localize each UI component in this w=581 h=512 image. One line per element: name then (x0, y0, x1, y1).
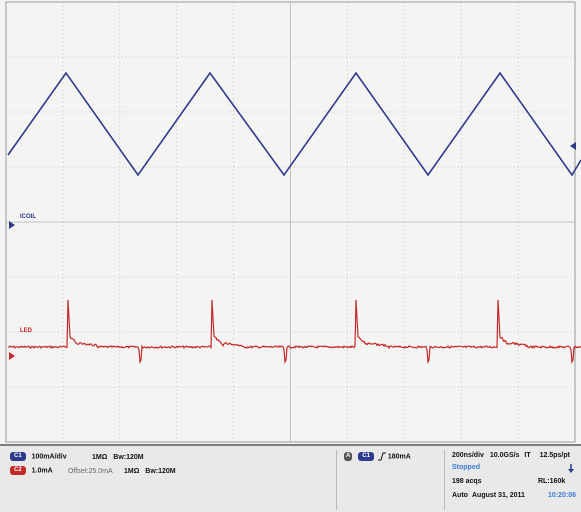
waveform-screen: ICOIL LED (5, 1, 581, 443)
ch1-ground-marker-icon[interactable] (9, 221, 15, 229)
capture-time: 10:20:06 (548, 492, 577, 499)
ch1-scale: 100mA/div (31, 453, 67, 461)
ch1-bandwidth: Bw:120M (113, 454, 144, 461)
acquisition-state[interactable]: Stopped (452, 464, 480, 471)
trigger-settings[interactable]: A C1 180mA (344, 452, 411, 461)
capture-date: August 31, 2011 (472, 492, 525, 499)
ch2-bandwidth: Bw:120M (145, 468, 176, 475)
record-length: RL:160k (538, 478, 566, 485)
run-state-arrow-icon (568, 464, 574, 473)
status-bar: C1 100mA/div 1MΩ Bw:120M C2 1.0mA Offset… (0, 444, 581, 512)
status-divider (444, 450, 445, 510)
ch2-settings[interactable]: C2 1.0mA (10, 466, 53, 475)
trigger-level: 180mA (387, 453, 411, 461)
ch1-waveform-trace (7, 71, 581, 177)
acquisition-mode: IT (524, 452, 531, 459)
ch2-waveform-label: LED (20, 328, 32, 334)
trigger-mode: Auto (452, 492, 468, 499)
sample-rate: 10.0GS/s (489, 452, 520, 459)
timebase-scale: 200ns/div (452, 452, 484, 459)
timebase-settings[interactable]: 200ns/div 10.0GS/s IT 12.5ps/pt (452, 452, 570, 459)
ch1-settings[interactable]: C1 100mA/div (10, 452, 67, 461)
trigger-mode-badge: A (344, 452, 353, 461)
acquisition-count: 198 acqs (452, 478, 482, 485)
ch2-offset: Offset:25.0mA (68, 468, 113, 475)
trigger-level-marker-icon[interactable] (570, 142, 576, 150)
graticule (5, 1, 581, 443)
rising-edge-icon (377, 452, 386, 461)
ch2-badge: C2 (10, 466, 26, 475)
ch2-ground-marker-icon[interactable] (9, 352, 15, 360)
trigger-source-badge: C1 (358, 452, 374, 461)
status-divider (336, 450, 337, 510)
time-resolution: 12.5ps/pt (539, 452, 570, 459)
ch2-waveform-trace (7, 299, 581, 365)
ch1-waveform-label: ICOIL (20, 214, 36, 220)
ch1-badge: C1 (10, 452, 26, 461)
ch2-coupling: 1MΩ Bw:120M (124, 468, 176, 475)
ch1-impedance: 1MΩ (92, 454, 108, 461)
ch2-impedance: 1MΩ (124, 468, 140, 475)
ch2-scale: 1.0mA (31, 467, 53, 475)
ch1-coupling: 1MΩ Bw:120M (92, 454, 144, 461)
